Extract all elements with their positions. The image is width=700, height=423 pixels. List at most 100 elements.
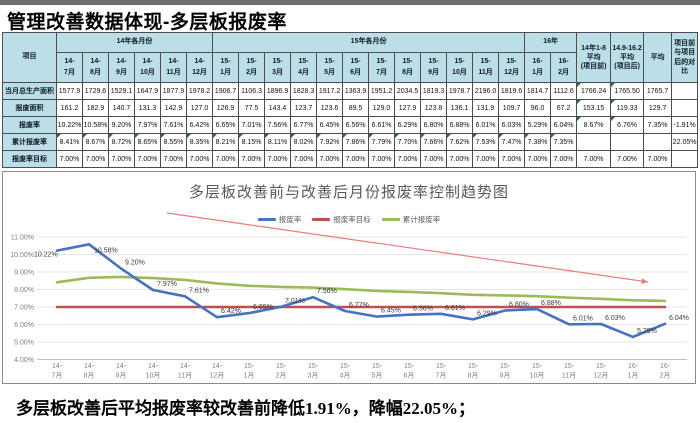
data-label: 6.04% bbox=[669, 315, 689, 322]
chart-title: 多层板改善前与改善后月份报废率控制趋势图 bbox=[188, 184, 509, 201]
month-header: 15- 12月 bbox=[498, 52, 526, 83]
legend-item: 累计报废率 bbox=[381, 214, 441, 225]
month-header: 14- 7月 bbox=[56, 52, 83, 83]
x-axis-tick-label: 16- bbox=[628, 363, 639, 370]
table-cell: 123.8 bbox=[420, 99, 448, 117]
x-axis-tick-label: 5月 bbox=[372, 372, 383, 380]
corner-header: 项目 bbox=[2, 32, 57, 83]
table-cell: 1877.9 bbox=[160, 82, 187, 100]
table-cell: 123.6 bbox=[316, 99, 344, 117]
table-cell: 1917.2 bbox=[316, 82, 344, 100]
x-axis-tick-label: 14- bbox=[148, 363, 159, 370]
table-cell: 1363.9 bbox=[342, 82, 370, 100]
table-cell: 6.45% bbox=[316, 116, 344, 134]
table-cell: 7.53% bbox=[472, 133, 500, 151]
table-month-header-row: 14- 7月 14- 8月 14- 9月 14- 10月 14- 11月 14- 12月 1… bbox=[3, 52, 698, 83]
table-cell: 1765.50 bbox=[610, 82, 645, 100]
table-cell: 7.66% bbox=[420, 133, 448, 151]
table-cell: 7.00% bbox=[446, 150, 474, 168]
table-cell: 8.65% bbox=[134, 133, 161, 151]
table-row: 报废率目标 7.00% 7.00% 7.00% 7.00% 7.00% 7.00% 7.00%… bbox=[2, 150, 699, 168]
summary-header-average: 平均 bbox=[643, 32, 673, 83]
table-group-header-row: 项目 14年各月份 15年各月份 16年 14年1-8 平均 (项目前) 14.… bbox=[2, 32, 699, 83]
x-axis-tick-label: 15- bbox=[340, 363, 351, 370]
table-cell: 6.80% bbox=[420, 116, 448, 134]
table-cell: 8.02% bbox=[290, 133, 318, 151]
table-cell: 1819.6 bbox=[498, 82, 526, 100]
legend-dash-icon bbox=[312, 218, 331, 221]
x-axis-tick-label: 11月 bbox=[562, 372, 576, 380]
table-cell: 1906.7 bbox=[212, 82, 240, 100]
month-header: 16- 2月 bbox=[550, 52, 578, 83]
x-axis-tick-label: 1月 bbox=[628, 372, 639, 380]
month-header: 15- 11月 bbox=[472, 52, 500, 83]
table-row: 报废率 10.22% 10.58% 9.20% 7.97% 7.61% 6.42% 6.65%… bbox=[2, 116, 699, 134]
table-cell: 22.05% bbox=[671, 133, 699, 151]
x-axis-tick-label: 14- bbox=[52, 363, 63, 370]
table-cell: 7.38% bbox=[524, 133, 552, 151]
x-axis-tick-label: 4月 bbox=[340, 372, 351, 380]
table-cell: 7.00% bbox=[160, 150, 187, 168]
table-cell: 1978.7 bbox=[446, 82, 474, 100]
table-cell: 67.2 bbox=[550, 99, 578, 117]
y-axis-tick-label: 5.00% bbox=[14, 340, 34, 347]
table-cell: 6.01% bbox=[472, 116, 500, 134]
x-axis-tick-label: 6月 bbox=[404, 372, 415, 380]
table-cell: 7.00% bbox=[550, 150, 578, 168]
group-header-2014: 14年各月份 bbox=[55, 32, 214, 53]
series-line-报废率 bbox=[55, 243, 667, 339]
x-axis-tick-label: 3月 bbox=[308, 372, 319, 380]
data-label: 9.20% bbox=[125, 260, 145, 267]
table-cell: 1577.9 bbox=[56, 82, 83, 100]
table-cell: 10.58% bbox=[82, 116, 109, 134]
data-label: 7.01% bbox=[285, 298, 305, 305]
legend-dash-icon bbox=[381, 218, 400, 221]
table-cell: 1896.9 bbox=[264, 82, 292, 100]
data-label: 6.29% bbox=[477, 310, 497, 317]
legend-label: 累计报废率 bbox=[402, 215, 441, 224]
x-axis-tick-label: 15- bbox=[500, 363, 511, 370]
table-cell: 8.72% bbox=[108, 133, 135, 151]
table-cell: 6.77% bbox=[290, 116, 318, 134]
table-cell: 8.67% bbox=[576, 116, 612, 134]
month-header: 15- 10月 bbox=[446, 52, 474, 83]
x-axis-tick-label: 10月 bbox=[146, 372, 161, 380]
table-cell bbox=[671, 150, 699, 168]
table-cell: 6.42% bbox=[185, 116, 214, 134]
table-cell: 7.00% bbox=[290, 150, 318, 168]
table-cell: 6.29% bbox=[394, 116, 422, 134]
x-axis-tick-label: 9月 bbox=[116, 372, 127, 380]
table-cell: 7.00% bbox=[420, 150, 448, 168]
table-cell: 8.67% bbox=[82, 133, 109, 151]
table-cell: 1819.3 bbox=[420, 82, 448, 100]
month-header: 15- 4月 bbox=[290, 52, 318, 83]
trend-chart-plot: 4.00% 5.00% 6.00% 7.00% 8.00% 9.00% 10.00% 11.0… bbox=[10, 212, 689, 380]
table-cell: 5.29% bbox=[524, 116, 552, 134]
table-cell: 153.15 bbox=[576, 99, 612, 117]
table-cell: 6.65% bbox=[212, 116, 240, 134]
x-axis-tick-label: 16- bbox=[660, 363, 671, 370]
table-cell: 7.00% bbox=[472, 150, 500, 168]
table-cell: 6.76% bbox=[610, 116, 645, 134]
row-label: 累计报废率 bbox=[2, 133, 57, 151]
x-axis-tick-label: 7月 bbox=[52, 372, 63, 380]
table-cell: 1978.2 bbox=[185, 82, 214, 100]
group-header-2016: 16年 bbox=[524, 32, 578, 53]
row-label: 报废率目标 bbox=[2, 150, 57, 168]
table-cell: 1112.6 bbox=[550, 82, 578, 100]
month-header: 14- 8月 bbox=[82, 52, 109, 83]
table-row: 当月总生产面积 1577.9 1729.6 1529.1 1647.9 1877.9 197… bbox=[2, 82, 699, 100]
trend-arrow bbox=[166, 212, 649, 283]
table-cell: 1951.2 bbox=[368, 82, 396, 100]
month-header: 15- 7月 bbox=[368, 52, 396, 83]
table-cell: 8.55% bbox=[160, 133, 187, 151]
group-header-2015: 15年各月份 bbox=[212, 32, 526, 53]
table-cell: 7.00% bbox=[394, 150, 422, 168]
table-cell: 7.00% bbox=[316, 150, 344, 168]
table-cell: 2034.5 bbox=[394, 82, 422, 100]
month-header: 14- 10月 bbox=[134, 52, 161, 83]
table-cell: 7.00% bbox=[212, 150, 240, 168]
table-cell: 7.92% bbox=[316, 133, 344, 151]
row-label: 当月总生产面积 bbox=[2, 82, 57, 100]
table-cell: 7.56% bbox=[264, 116, 292, 134]
